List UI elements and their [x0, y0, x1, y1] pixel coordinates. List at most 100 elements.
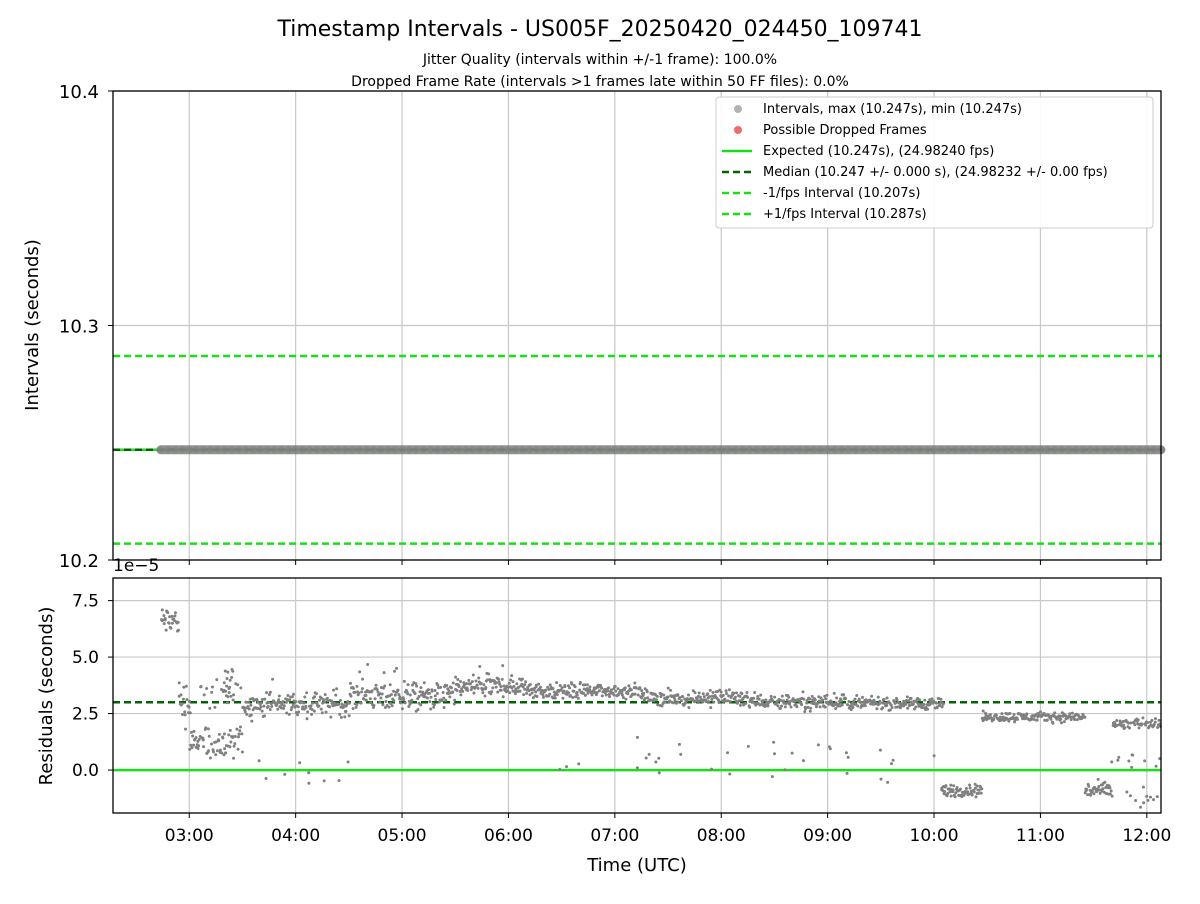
residual-point	[935, 701, 939, 705]
residual-point	[459, 680, 463, 684]
residual-point	[1025, 712, 1029, 716]
residual-point	[652, 697, 656, 701]
residual-point	[201, 738, 205, 742]
residual-point	[515, 682, 519, 686]
residual-point	[1143, 759, 1147, 763]
residual-point	[494, 685, 498, 689]
residual-point	[662, 693, 666, 697]
residual-point	[561, 696, 565, 700]
residual-point	[732, 691, 736, 695]
residual-point	[236, 747, 240, 751]
residual-point	[1035, 718, 1039, 722]
residual-point	[496, 690, 500, 694]
legend-expected-label: Expected (10.247s), (24.98240 fps)	[763, 144, 994, 159]
residual-point	[436, 683, 440, 687]
residual-point	[606, 689, 610, 693]
residual-point	[980, 787, 984, 791]
interval-point	[504, 446, 513, 454]
residual-point	[861, 695, 865, 699]
residual-point	[406, 692, 410, 696]
residual-point	[728, 699, 732, 703]
residuals-xtick-label: 05:00	[378, 826, 427, 846]
residual-point	[604, 693, 608, 697]
residual-point	[708, 688, 712, 692]
intervals-points	[156, 445, 1166, 455]
residual-point	[776, 704, 780, 708]
interval-point	[696, 446, 704, 454]
interval-point	[653, 446, 661, 454]
residual-point	[782, 699, 786, 703]
intervals-ytick-label: 10.4	[59, 82, 99, 103]
residual-point	[809, 706, 813, 710]
residual-point	[180, 702, 184, 706]
interval-point	[398, 446, 406, 454]
residual-point	[481, 691, 485, 695]
interval-point	[717, 446, 725, 454]
residual-point	[486, 678, 490, 682]
interval-point	[1051, 446, 1059, 454]
residual-point	[294, 700, 298, 704]
residual-point	[624, 697, 628, 701]
residual-point	[633, 681, 637, 685]
residual-point	[918, 698, 922, 702]
residual-point	[891, 758, 895, 762]
residual-point	[342, 703, 346, 707]
residual-point	[1153, 720, 1157, 724]
residual-point	[635, 766, 639, 770]
interval-point	[419, 446, 427, 454]
residual-point	[279, 706, 283, 710]
residual-point	[1101, 787, 1105, 791]
residual-point	[583, 693, 587, 697]
residual-point	[349, 694, 353, 698]
interval-point	[214, 446, 222, 454]
residual-point	[834, 706, 838, 710]
residual-point	[351, 707, 355, 711]
interval-point	[561, 446, 569, 454]
residual-point	[456, 677, 460, 681]
residual-point	[296, 713, 300, 717]
residual-point	[644, 756, 648, 760]
residual-point	[429, 695, 433, 699]
residual-point	[345, 702, 349, 706]
interval-point	[441, 446, 449, 454]
interval-point	[341, 446, 349, 454]
residual-point	[1119, 721, 1123, 725]
residual-point	[360, 687, 364, 691]
residual-point	[1090, 789, 1094, 793]
residual-point	[451, 690, 455, 694]
residual-point	[347, 701, 351, 705]
interval-point	[292, 446, 300, 454]
residual-point	[881, 706, 885, 710]
residuals-points	[159, 608, 1162, 809]
residual-point	[471, 673, 475, 677]
residual-point	[161, 618, 165, 622]
residual-point	[600, 694, 604, 698]
residual-point	[263, 697, 267, 701]
interval-point	[455, 446, 463, 454]
interval-point	[355, 446, 364, 454]
residual-point	[518, 689, 522, 693]
residual-point	[292, 692, 296, 696]
residual-point	[233, 742, 237, 746]
residual-point	[393, 693, 397, 697]
residual-point	[660, 704, 664, 708]
residual-point	[1125, 790, 1129, 794]
interval-point	[1100, 446, 1108, 454]
residual-point	[746, 695, 750, 699]
residual-point	[879, 777, 883, 781]
interval-point	[1121, 446, 1130, 454]
interval-point	[887, 446, 896, 454]
interval-point	[554, 446, 562, 454]
residual-point	[638, 686, 642, 690]
interval-point	[1079, 446, 1087, 454]
residual-point	[821, 698, 825, 702]
residual-point	[907, 699, 911, 703]
residual-point	[1092, 792, 1096, 796]
residual-point	[914, 700, 918, 704]
interval-point	[689, 446, 697, 454]
residual-point	[926, 707, 930, 711]
interval-point	[604, 446, 612, 454]
residual-point	[268, 690, 272, 694]
interval-point	[682, 446, 690, 454]
residual-point	[268, 707, 272, 711]
